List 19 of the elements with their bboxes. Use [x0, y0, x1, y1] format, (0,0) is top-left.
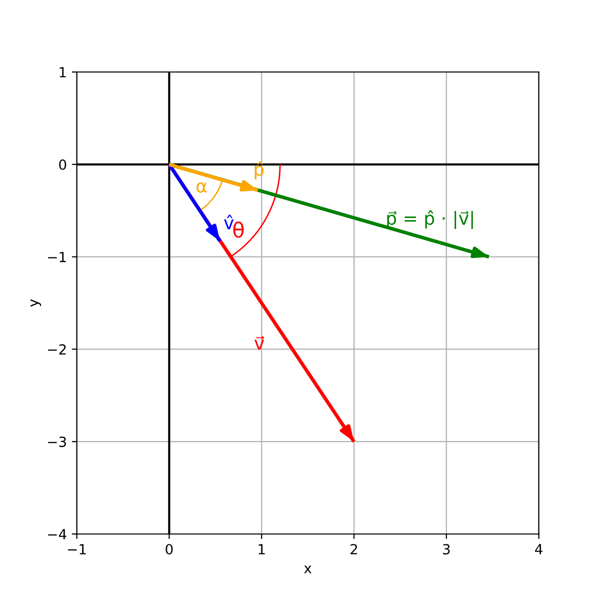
y-tick-label: 1 [60, 67, 66, 78]
annotation: α [196, 182, 207, 193]
annotation: θ [233, 222, 244, 238]
y-tick-label: −4 [48, 529, 66, 540]
series-label: p̂ [254, 161, 264, 180]
y-tick-label: −1 [48, 252, 66, 262]
x-tick-label: 0 [166, 544, 173, 554]
x-tick-label: 3 [443, 544, 450, 554]
legend-label: v̂ [224, 214, 234, 230]
x-tick-label: 4 [535, 544, 542, 554]
x-tick-label: 2 [350, 544, 358, 554]
x-axis-title: x [304, 566, 312, 574]
y-tick-label: 0 [59, 159, 66, 170]
series-label: v⃗ [254, 336, 264, 350]
y-axis-title: y [30, 299, 42, 307]
x-tick-label: 1 [258, 544, 265, 554]
y-tick-label: −3 [48, 436, 66, 448]
x-tick-label: −1 [68, 544, 86, 554]
y-tick-label: −2 [48, 344, 66, 354]
